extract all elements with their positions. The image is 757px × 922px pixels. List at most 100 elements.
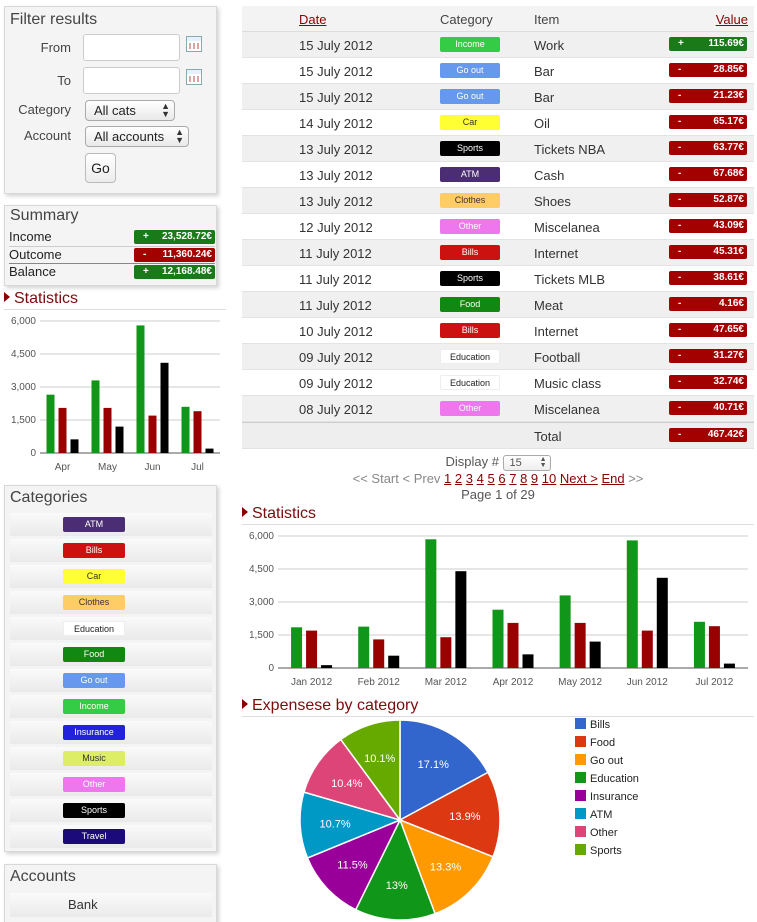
category-item-car[interactable]: Car — [10, 565, 212, 588]
x-tick-label: Jun — [144, 462, 160, 473]
category-item-sports[interactable]: Sports — [10, 799, 212, 822]
category-item-income[interactable]: Income — [10, 695, 212, 718]
page-link-3[interactable]: 3 — [465, 470, 473, 486]
table-row[interactable]: 15 July 2012 Income Work +115.69€ — [242, 32, 754, 58]
bar — [388, 655, 400, 668]
x-tick-label: Apr — [55, 462, 71, 473]
table-row[interactable]: 13 July 2012 Clothes Shoes -52.87€ — [242, 188, 754, 214]
table-row[interactable]: 13 July 2012 ATM Cash -67.68€ — [242, 162, 754, 188]
go-button[interactable]: Go — [85, 153, 116, 183]
bar — [425, 539, 437, 668]
y-tick-label: 1,500 — [11, 415, 36, 426]
row-date: 09 July 2012 — [299, 376, 373, 391]
page-link-8[interactable]: 8 — [520, 470, 528, 486]
category-item-education[interactable]: Education — [10, 617, 212, 640]
row-category-tag: Education — [440, 375, 500, 390]
divider — [242, 524, 754, 525]
table-row[interactable]: 15 July 2012 Go out Bar -21.23€ — [242, 84, 754, 110]
category-item-travel[interactable]: Travel — [10, 825, 212, 848]
summary-label: Outcome — [9, 247, 62, 262]
page-link-7[interactable]: 7 — [509, 470, 517, 486]
page-link-5[interactable]: 5 — [487, 470, 495, 486]
bar — [148, 415, 157, 453]
page-link-10[interactable]: 10 — [541, 470, 557, 486]
row-item: Bar — [534, 90, 555, 105]
table-row[interactable]: 09 July 2012 Education Football -31.27€ — [242, 344, 754, 370]
row-date: 14 July 2012 — [299, 116, 373, 131]
x-tick-label: Jul 2012 — [696, 677, 734, 688]
pager-next-link[interactable]: Next > — [559, 470, 598, 486]
calendar-icon[interactable] — [186, 36, 202, 52]
table-row[interactable]: 15 July 2012 Go out Bar -28.85€ — [242, 58, 754, 84]
legend-swatch — [575, 772, 586, 783]
page-link-1[interactable]: 1 — [444, 470, 452, 486]
table-row[interactable]: 08 July 2012 Other Miscelanea -40.71€ — [242, 396, 754, 422]
table-row[interactable]: 11 July 2012 Food Meat -4.16€ — [242, 292, 754, 318]
table-row[interactable]: 13 July 2012 Sports Tickets NBA -63.77€ — [242, 136, 754, 162]
category-item-food[interactable]: Food — [10, 643, 212, 666]
row-item: Internet — [534, 246, 579, 261]
legend-label: Other — [590, 827, 618, 839]
pager-prev: < Prev — [402, 470, 441, 486]
value-column-header[interactable]: Value — [715, 12, 748, 27]
bar — [492, 609, 504, 668]
row-value-badge: -65.17€ — [669, 115, 747, 129]
pie-slice-insurance — [306, 818, 402, 911]
category-item-atm[interactable]: ATM — [10, 513, 212, 536]
page-link-9[interactable]: 9 — [530, 470, 539, 486]
summary-row-balance: Balance +12,168.48€ — [9, 263, 215, 280]
bar — [91, 380, 100, 453]
legend-swatch — [575, 736, 586, 747]
bar — [708, 626, 720, 668]
category-item-music[interactable]: Music — [10, 747, 212, 770]
row-item: Meat — [534, 298, 563, 313]
triangle-icon — [242, 507, 248, 517]
row-item: Miscelanea — [534, 402, 600, 417]
stats-main-chart: 0 1,500 3,000 4,500 6,000 Jan 2012 Feb 2012 Mar… — [242, 527, 754, 696]
category-tag: ATM — [63, 517, 125, 532]
table-row[interactable]: 12 July 2012 Other Miscelanea -43.09€ — [242, 214, 754, 240]
bar — [193, 411, 202, 453]
pager-end-link[interactable]: End — [601, 470, 625, 486]
bar — [103, 407, 112, 453]
table-row[interactable]: 09 July 2012 Education Music class -32.74€ — [242, 370, 754, 396]
page-link-4[interactable]: 4 — [476, 470, 484, 486]
pie-slice-bills — [399, 719, 489, 822]
category-item-go-out[interactable]: Go out — [10, 669, 212, 692]
table-row[interactable]: 14 July 2012 Car Oil -65.17€ — [242, 110, 754, 136]
row-category-tag: ATM — [440, 167, 500, 182]
category-item-bills[interactable]: Bills — [10, 539, 212, 562]
table-row[interactable]: 10 July 2012 Bills Internet -47.65€ — [242, 318, 754, 344]
to-date-input[interactable] — [83, 67, 180, 94]
calendar-icon[interactable] — [186, 69, 202, 85]
row-value-badge: -32.74€ — [669, 375, 747, 389]
category-select[interactable]: All cats ▲ ▼ — [85, 100, 175, 121]
row-item: Internet — [534, 324, 579, 339]
display-count-select[interactable]: 15 ▲ ▼ — [502, 454, 551, 471]
from-date-input[interactable] — [83, 34, 180, 61]
row-date: 11 July 2012 — [299, 246, 372, 261]
category-tag: Other — [63, 777, 125, 792]
pager-end-suffix: >> — [628, 470, 644, 486]
account-select[interactable]: All accounts ▲ ▼ — [85, 126, 189, 147]
table-row[interactable]: 11 July 2012 Bills Internet -45.31€ — [242, 240, 754, 266]
row-item: Football — [534, 350, 581, 365]
row-category-tag: Income — [440, 37, 500, 52]
legend-label: Food — [590, 737, 615, 749]
pie-chart-svg: 17.1% Bills 13.9% Food 13.3% Go out 13% Educati… — [299, 718, 639, 921]
category-item-other[interactable]: Other — [10, 773, 212, 796]
row-date: 15 July 2012 — [299, 38, 373, 53]
category-item-insurance[interactable]: Insurance — [10, 721, 212, 744]
date-column-header[interactable]: Date — [299, 12, 327, 27]
total-value-badge: -467.42€ — [669, 428, 747, 442]
category-item-clothes[interactable]: Clothes — [10, 591, 212, 614]
row-item: Music class — [534, 376, 602, 391]
legend-label: ATM — [590, 809, 612, 821]
row-category-tag: Bills — [440, 323, 500, 338]
page-link-2[interactable]: 2 — [454, 470, 463, 486]
page-link-6[interactable]: 6 — [498, 470, 506, 486]
row-date: 13 July 2012 — [299, 194, 373, 209]
account-item-bank[interactable]: Bank — [10, 893, 212, 917]
row-item: Oil — [534, 116, 550, 131]
table-row[interactable]: 11 July 2012 Sports Tickets MLB -38.61€ — [242, 266, 754, 292]
